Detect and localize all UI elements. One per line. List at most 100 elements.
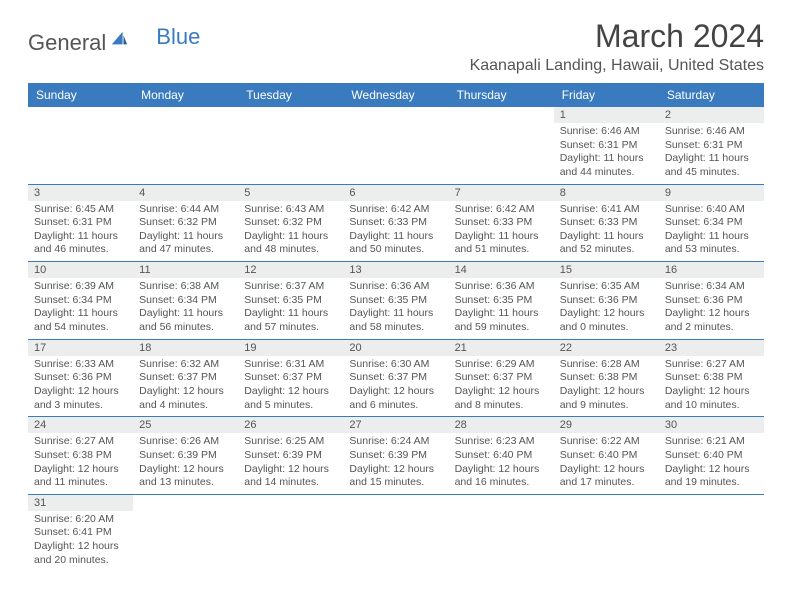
day-details: Sunrise: 6:39 AMSunset: 6:34 PMDaylight:… bbox=[28, 278, 133, 339]
sunset-text: Sunset: 6:35 PM bbox=[244, 294, 337, 308]
day-number: 9 bbox=[659, 185, 764, 201]
logo-word2: Blue bbox=[156, 24, 200, 50]
day-cell: 18Sunrise: 6:32 AMSunset: 6:37 PMDayligh… bbox=[133, 339, 238, 417]
day-details: Sunrise: 6:26 AMSunset: 6:39 PMDaylight:… bbox=[133, 433, 238, 494]
daylight-text: Daylight: 12 hours and 10 minutes. bbox=[665, 385, 758, 412]
day-details: Sunrise: 6:41 AMSunset: 6:33 PMDaylight:… bbox=[554, 201, 659, 262]
day-cell: 9Sunrise: 6:40 AMSunset: 6:34 PMDaylight… bbox=[659, 184, 764, 262]
sunset-text: Sunset: 6:38 PM bbox=[560, 371, 653, 385]
day-details: Sunrise: 6:21 AMSunset: 6:40 PMDaylight:… bbox=[659, 433, 764, 494]
day-cell bbox=[554, 494, 659, 571]
day-details: Sunrise: 6:24 AMSunset: 6:39 PMDaylight:… bbox=[343, 433, 448, 494]
daylight-text: Daylight: 11 hours and 46 minutes. bbox=[34, 230, 127, 257]
day-number: 17 bbox=[28, 340, 133, 356]
location-text: Kaanapali Landing, Hawaii, United States bbox=[470, 57, 764, 75]
day-number: 30 bbox=[659, 417, 764, 433]
week-row: 1Sunrise: 6:46 AMSunset: 6:31 PMDaylight… bbox=[28, 107, 764, 184]
day-cell bbox=[449, 107, 554, 184]
daylight-text: Daylight: 12 hours and 6 minutes. bbox=[349, 385, 442, 412]
day-number: 2 bbox=[659, 107, 764, 123]
day-details: Sunrise: 6:34 AMSunset: 6:36 PMDaylight:… bbox=[659, 278, 764, 339]
sunrise-text: Sunrise: 6:46 AM bbox=[665, 125, 758, 139]
day-cell: 7Sunrise: 6:42 AMSunset: 6:33 PMDaylight… bbox=[449, 184, 554, 262]
daylight-text: Daylight: 11 hours and 59 minutes. bbox=[455, 307, 548, 334]
day-header-row: Sunday Monday Tuesday Wednesday Thursday… bbox=[28, 83, 764, 107]
sunrise-text: Sunrise: 6:35 AM bbox=[560, 280, 653, 294]
sunrise-text: Sunrise: 6:44 AM bbox=[139, 203, 232, 217]
day-cell: 22Sunrise: 6:28 AMSunset: 6:38 PMDayligh… bbox=[554, 339, 659, 417]
day-cell bbox=[133, 494, 238, 571]
day-details: Sunrise: 6:45 AMSunset: 6:31 PMDaylight:… bbox=[28, 201, 133, 262]
daylight-text: Daylight: 11 hours and 44 minutes. bbox=[560, 152, 653, 179]
sunrise-text: Sunrise: 6:42 AM bbox=[455, 203, 548, 217]
col-mon: Monday bbox=[133, 83, 238, 107]
sunrise-text: Sunrise: 6:43 AM bbox=[244, 203, 337, 217]
day-cell: 2Sunrise: 6:46 AMSunset: 6:31 PMDaylight… bbox=[659, 107, 764, 184]
daylight-text: Daylight: 12 hours and 3 minutes. bbox=[34, 385, 127, 412]
day-details: Sunrise: 6:43 AMSunset: 6:32 PMDaylight:… bbox=[238, 201, 343, 262]
day-number: 3 bbox=[28, 185, 133, 201]
sunset-text: Sunset: 6:33 PM bbox=[349, 216, 442, 230]
sunrise-text: Sunrise: 6:22 AM bbox=[560, 435, 653, 449]
daylight-text: Daylight: 11 hours and 52 minutes. bbox=[560, 230, 653, 257]
sunrise-text: Sunrise: 6:31 AM bbox=[244, 358, 337, 372]
day-details: Sunrise: 6:28 AMSunset: 6:38 PMDaylight:… bbox=[554, 356, 659, 417]
day-cell: 17Sunrise: 6:33 AMSunset: 6:36 PMDayligh… bbox=[28, 339, 133, 417]
sunset-text: Sunset: 6:38 PM bbox=[34, 449, 127, 463]
sunset-text: Sunset: 6:31 PM bbox=[34, 216, 127, 230]
sunrise-text: Sunrise: 6:32 AM bbox=[139, 358, 232, 372]
day-details: Sunrise: 6:20 AMSunset: 6:41 PMDaylight:… bbox=[28, 511, 133, 572]
day-number: 12 bbox=[238, 262, 343, 278]
daylight-text: Daylight: 11 hours and 45 minutes. bbox=[665, 152, 758, 179]
calendar-table: Sunday Monday Tuesday Wednesday Thursday… bbox=[28, 83, 764, 571]
day-details: Sunrise: 6:44 AMSunset: 6:32 PMDaylight:… bbox=[133, 201, 238, 262]
logo-word1: General bbox=[28, 30, 106, 56]
sunrise-text: Sunrise: 6:27 AM bbox=[665, 358, 758, 372]
day-cell: 26Sunrise: 6:25 AMSunset: 6:39 PMDayligh… bbox=[238, 417, 343, 495]
daylight-text: Daylight: 11 hours and 47 minutes. bbox=[139, 230, 232, 257]
sunset-text: Sunset: 6:39 PM bbox=[139, 449, 232, 463]
day-number: 20 bbox=[343, 340, 448, 356]
daylight-text: Daylight: 12 hours and 20 minutes. bbox=[34, 540, 127, 567]
sunset-text: Sunset: 6:32 PM bbox=[244, 216, 337, 230]
logo: General Blue bbox=[28, 30, 200, 56]
day-number: 16 bbox=[659, 262, 764, 278]
day-number: 23 bbox=[659, 340, 764, 356]
daylight-text: Daylight: 11 hours and 56 minutes. bbox=[139, 307, 232, 334]
daylight-text: Daylight: 11 hours and 50 minutes. bbox=[349, 230, 442, 257]
daylight-text: Daylight: 12 hours and 4 minutes. bbox=[139, 385, 232, 412]
sunset-text: Sunset: 6:31 PM bbox=[560, 139, 653, 153]
day-number: 15 bbox=[554, 262, 659, 278]
day-cell: 20Sunrise: 6:30 AMSunset: 6:37 PMDayligh… bbox=[343, 339, 448, 417]
day-cell bbox=[28, 107, 133, 184]
day-number: 28 bbox=[449, 417, 554, 433]
day-cell: 19Sunrise: 6:31 AMSunset: 6:37 PMDayligh… bbox=[238, 339, 343, 417]
sunset-text: Sunset: 6:40 PM bbox=[455, 449, 548, 463]
sunset-text: Sunset: 6:31 PM bbox=[665, 139, 758, 153]
day-cell: 6Sunrise: 6:42 AMSunset: 6:33 PMDaylight… bbox=[343, 184, 448, 262]
day-cell bbox=[343, 494, 448, 571]
day-cell: 21Sunrise: 6:29 AMSunset: 6:37 PMDayligh… bbox=[449, 339, 554, 417]
sunrise-text: Sunrise: 6:38 AM bbox=[139, 280, 232, 294]
day-details: Sunrise: 6:30 AMSunset: 6:37 PMDaylight:… bbox=[343, 356, 448, 417]
sunset-text: Sunset: 6:34 PM bbox=[34, 294, 127, 308]
week-row: 24Sunrise: 6:27 AMSunset: 6:38 PMDayligh… bbox=[28, 417, 764, 495]
daylight-text: Daylight: 12 hours and 19 minutes. bbox=[665, 463, 758, 490]
day-cell: 11Sunrise: 6:38 AMSunset: 6:34 PMDayligh… bbox=[133, 262, 238, 340]
day-number: 31 bbox=[28, 495, 133, 511]
day-number: 1 bbox=[554, 107, 659, 123]
day-number: 29 bbox=[554, 417, 659, 433]
sunset-text: Sunset: 6:32 PM bbox=[139, 216, 232, 230]
title-block: March 2024 Kaanapali Landing, Hawaii, Un… bbox=[470, 18, 764, 83]
sunset-text: Sunset: 6:33 PM bbox=[560, 216, 653, 230]
day-details: Sunrise: 6:46 AMSunset: 6:31 PMDaylight:… bbox=[659, 123, 764, 184]
day-details: Sunrise: 6:37 AMSunset: 6:35 PMDaylight:… bbox=[238, 278, 343, 339]
daylight-text: Daylight: 12 hours and 16 minutes. bbox=[455, 463, 548, 490]
day-number: 7 bbox=[449, 185, 554, 201]
daylight-text: Daylight: 12 hours and 17 minutes. bbox=[560, 463, 653, 490]
day-details: Sunrise: 6:33 AMSunset: 6:36 PMDaylight:… bbox=[28, 356, 133, 417]
daylight-text: Daylight: 12 hours and 2 minutes. bbox=[665, 307, 758, 334]
sunrise-text: Sunrise: 6:29 AM bbox=[455, 358, 548, 372]
sunrise-text: Sunrise: 6:42 AM bbox=[349, 203, 442, 217]
day-cell: 13Sunrise: 6:36 AMSunset: 6:35 PMDayligh… bbox=[343, 262, 448, 340]
